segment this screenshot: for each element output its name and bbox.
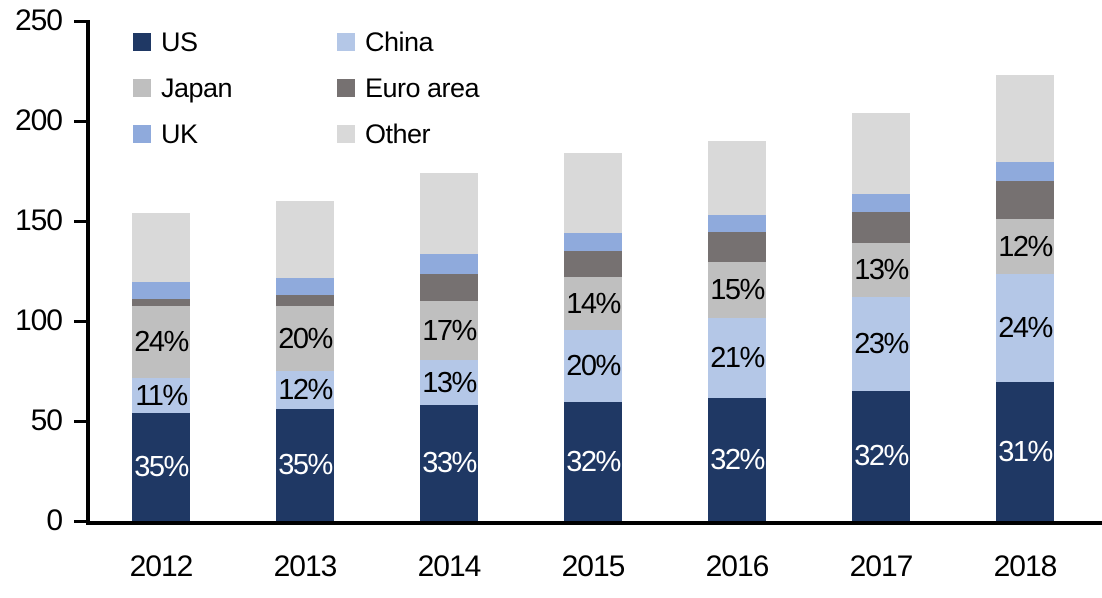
y-tick-mark <box>74 420 86 423</box>
bar-segment-uk <box>996 162 1054 181</box>
bar-segment-euro-area <box>996 181 1054 219</box>
bar-percent-label: 31% <box>998 435 1053 468</box>
bar-percent-label: 24% <box>998 312 1053 344</box>
x-axis-label: 2014 <box>417 550 482 583</box>
bar-segment-uk <box>132 282 190 299</box>
legend-swatch-other <box>337 125 355 143</box>
y-axis-line <box>86 20 90 525</box>
bar-percent-label: 13% <box>422 366 477 399</box>
bar-segment-china <box>996 274 1054 382</box>
bar-segment-japan <box>276 306 334 371</box>
bar-segment-euro-area <box>132 299 190 306</box>
legend-swatch-us <box>133 33 151 51</box>
bar-segment-china <box>276 371 334 409</box>
bar-segment-china <box>420 360 478 405</box>
bar-segment-euro-area <box>852 212 910 243</box>
bar-segment-us <box>132 413 190 521</box>
bar-percent-label: 35% <box>278 449 333 481</box>
x-axis-label: 2018 <box>993 550 1058 583</box>
y-tick-label: 250 <box>14 4 63 37</box>
bar-percent-label: 23% <box>854 328 909 360</box>
y-tick-label: 50 <box>30 404 63 437</box>
bar-percent-label: 20% <box>566 350 621 382</box>
bar-segment-us <box>564 402 622 521</box>
y-tick-label: 100 <box>14 304 63 337</box>
bar-segment-japan <box>996 219 1054 274</box>
bar-segment-china <box>564 330 622 402</box>
bar-segment-china <box>708 318 766 398</box>
x-axis-label: 2017 <box>849 550 914 583</box>
x-axis-label: 2015 <box>561 550 626 583</box>
bar-percent-label: 35% <box>134 451 189 483</box>
y-tick-label: 150 <box>14 204 63 237</box>
bar-segment-euro-area <box>708 232 766 262</box>
bar-percent-label: 12% <box>998 230 1053 263</box>
bar-segment-japan <box>420 301 478 360</box>
bar-segment-us <box>996 382 1054 521</box>
bar-segment-uk <box>708 215 766 232</box>
bar-segment-japan <box>708 262 766 318</box>
bar-segment-japan <box>564 277 622 330</box>
x-axis-label: 2013 <box>273 550 338 583</box>
legend-label-japan: Japan <box>161 73 233 103</box>
bar-segment-us <box>708 398 766 521</box>
bar-segment-us <box>276 409 334 521</box>
bar-segment-other <box>852 113 910 194</box>
legend-label-euro-area: Euro area <box>365 73 480 103</box>
bar-percent-label: 14% <box>566 287 621 320</box>
legend-swatch-uk <box>133 125 151 143</box>
legend-label-us: US <box>161 27 198 57</box>
bar-segment-other <box>708 141 766 215</box>
y-tick-mark <box>74 120 86 123</box>
x-axis-label: 2012 <box>129 550 194 583</box>
bar-percent-label: 21% <box>710 342 765 374</box>
y-tick-mark <box>74 220 86 223</box>
bar-segment-us <box>420 405 478 521</box>
bar-segment-china <box>132 378 190 413</box>
bar-segment-uk <box>420 254 478 274</box>
bar-percent-label: 24% <box>134 326 189 358</box>
bar-percent-label: 17% <box>422 314 477 347</box>
legend-swatch-euro-area <box>337 79 355 97</box>
bar-segment-uk <box>564 233 622 251</box>
bar-segment-other <box>996 75 1054 162</box>
legend-label-uk: UK <box>161 119 198 149</box>
bar-segment-other <box>420 173 478 254</box>
bar-segment-euro-area <box>420 274 478 301</box>
y-tick-label: 0 <box>46 504 63 537</box>
legend-swatch-china <box>337 33 355 51</box>
x-axis-label: 2016 <box>705 550 770 583</box>
bar-segment-uk <box>852 194 910 212</box>
bar-segment-china <box>852 297 910 391</box>
bar-segment-japan <box>132 306 190 378</box>
bar-percent-label: 32% <box>854 440 909 472</box>
y-tick-mark <box>74 520 86 523</box>
bar-segment-other <box>564 153 622 233</box>
bar-segment-other <box>276 201 334 278</box>
bar-segment-euro-area <box>564 251 622 277</box>
legend-swatch-japan <box>133 79 151 97</box>
bar-percent-label: 11% <box>135 379 188 412</box>
bar-percent-label: 13% <box>854 254 909 286</box>
bar-percent-label: 32% <box>566 445 621 478</box>
legend-label-other: Other <box>365 119 431 149</box>
bar-percent-label: 32% <box>710 443 765 476</box>
bar-percent-label: 33% <box>422 447 477 479</box>
bar-percent-label: 15% <box>710 274 765 306</box>
bar-segment-us <box>852 391 910 521</box>
bar-percent-label: 12% <box>278 374 333 406</box>
y-tick-mark <box>74 20 86 23</box>
y-tick-label: 200 <box>14 104 63 137</box>
bar-segment-uk <box>276 278 334 295</box>
bar-segment-other <box>132 213 190 282</box>
x-axis-line <box>86 521 1102 525</box>
legend-label-china: China <box>365 27 434 57</box>
bar-segment-japan <box>852 243 910 297</box>
bar-segment-euro-area <box>276 295 334 306</box>
bar-percent-label: 20% <box>278 322 333 355</box>
y-tick-mark <box>74 320 86 323</box>
